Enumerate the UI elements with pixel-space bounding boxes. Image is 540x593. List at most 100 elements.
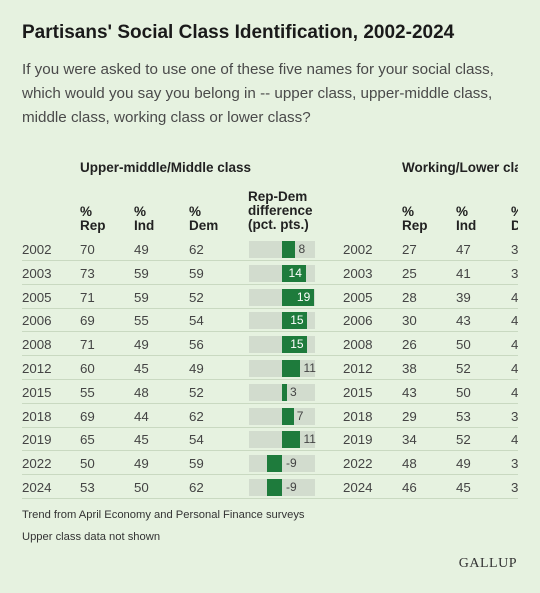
ind-cell-2: 47 — [456, 242, 471, 257]
ind-cell: 59 — [134, 265, 149, 281]
rep-cell-2: 48 — [402, 456, 417, 472]
row-divider — [22, 450, 518, 452]
ind-cell: 55 — [134, 313, 149, 329]
col-head-dem-2-line1: % — [511, 205, 518, 219]
difference-bar — [282, 312, 308, 330]
year-cell: 2002 — [22, 242, 52, 257]
dem-cell-2: 3 — [511, 408, 518, 424]
rep-cell: 69 — [80, 408, 95, 424]
col-head-dem-line2: Dem — [189, 218, 219, 233]
rep-cell: 55 — [80, 384, 95, 400]
rep-cell-2: 26 — [402, 337, 417, 353]
difference-label: 3 — [290, 384, 297, 399]
row-divider — [22, 260, 518, 261]
table-row: 2006 69 55 54 15 2006 30 43 4 — [0, 309, 518, 333]
ind-cell: 44 — [134, 408, 149, 424]
dem-cell-2: 4 — [511, 384, 518, 400]
col-head-ind-2-line1: % — [456, 204, 469, 219]
col-head-rep-2: % Rep — [402, 205, 428, 233]
ind-cell: 45 — [134, 361, 149, 376]
rep-cell-2: 30 — [402, 313, 417, 329]
ind-cell: 50 — [134, 480, 149, 495]
ind-cell-2: 43 — [456, 313, 471, 329]
difference-bar — [282, 241, 296, 258]
rep-cell: 69 — [80, 313, 95, 329]
table-row: 2019 65 45 54 11 2019 34 52 4 — [0, 428, 518, 452]
col-head-rep-line1: % — [80, 204, 93, 219]
dem-cell: 52 — [189, 289, 204, 305]
ind-cell-2: 50 — [456, 337, 471, 353]
table-row: 2005 71 59 52 19 2005 28 39 4 — [0, 286, 518, 309]
row-divider — [22, 355, 518, 357]
ind-cell: 49 — [134, 337, 149, 353]
col-head-diff-line3: (pct. pts.) — [248, 217, 309, 232]
group-header-middle: Upper-middle/Middle class — [80, 160, 252, 175]
col-head-dem: % Dem — [189, 205, 218, 233]
rep-cell-2: 34 — [402, 432, 417, 448]
year-cell: 2003 — [22, 265, 52, 281]
year-cell-2: 2003 — [343, 265, 373, 281]
year-cell: 2024 — [22, 480, 52, 495]
year-cell-2: 2022 — [343, 456, 373, 472]
dem-cell-2: 3 — [511, 242, 518, 257]
col-head-rep: % Rep — [80, 205, 106, 233]
year-cell: 2012 — [22, 361, 52, 376]
difference-bar — [282, 336, 308, 354]
year-cell: 2022 — [22, 456, 52, 472]
year-cell-2: 2006 — [343, 313, 373, 329]
year-cell-2: 2018 — [343, 408, 373, 424]
rep-cell-2: 46 — [402, 480, 417, 495]
dem-cell-2: 4 — [511, 313, 518, 329]
col-head-rep-line2: Rep — [80, 218, 106, 233]
row-divider — [22, 474, 518, 476]
difference-bar — [282, 431, 301, 449]
year-cell: 2015 — [22, 384, 52, 400]
table-row: 2018 69 44 62 7 2018 29 53 3 — [0, 405, 518, 428]
ind-cell: 49 — [134, 456, 149, 472]
rep-cell: 71 — [80, 289, 95, 305]
ind-cell-2: 50 — [456, 384, 471, 400]
difference-label: 7 — [296, 408, 304, 423]
dem-cell-2: 4 — [511, 337, 518, 353]
year-cell-2: 2024 — [343, 480, 373, 495]
gallup-logo: GALLUP — [458, 556, 517, 571]
footnote-upper-class: Upper class data not shown — [22, 531, 161, 543]
difference-track — [249, 479, 315, 496]
group-header-working: Working/Lower class — [402, 160, 518, 175]
row-divider — [22, 331, 518, 333]
difference-label: 8 — [298, 242, 306, 256]
col-head-dem-2: % Dem — [511, 205, 518, 233]
rep-cell: 50 — [80, 456, 95, 472]
difference-label: -9 — [286, 456, 297, 471]
col-head-diff-line2: difference — [248, 203, 313, 218]
col-head-ind-2: % Ind — [456, 205, 476, 233]
col-head-ind-2-line2: Ind — [456, 218, 477, 233]
row-divider — [22, 379, 518, 380]
col-head-dem-line1: % — [189, 204, 202, 219]
rep-cell: 65 — [80, 432, 95, 448]
col-head-diff-line1: Rep-Dem — [248, 189, 308, 204]
ind-cell-2: 53 — [456, 408, 471, 424]
ind-cell-2: 52 — [456, 432, 471, 448]
difference-label: 11 — [303, 361, 316, 375]
year-cell: 2006 — [22, 313, 52, 329]
table-row: 2024 53 50 62 -9 2024 46 45 3 — [0, 476, 518, 499]
dem-cell: 56 — [189, 337, 204, 353]
difference-bar — [282, 360, 301, 377]
difference-label: 19 — [296, 289, 311, 304]
table-clip: Upper-middle/Middle class Working/Lower … — [0, 160, 518, 499]
dem-cell: 62 — [189, 242, 204, 257]
dem-cell-2: 4 — [511, 289, 518, 305]
ind-cell: 49 — [134, 242, 149, 257]
col-head-ind: % Ind — [134, 205, 154, 233]
year-cell: 2008 — [22, 337, 52, 353]
row-divider — [22, 498, 518, 499]
dem-cell-2: 3 — [511, 456, 518, 472]
ind-cell: 59 — [134, 289, 149, 305]
dem-cell-2: 4 — [511, 361, 518, 376]
rep-cell-2: 43 — [402, 384, 417, 400]
difference-label: 15 — [290, 337, 304, 352]
col-head-dem-2-line2: Dem — [511, 218, 518, 233]
dem-cell: 52 — [189, 384, 204, 400]
rep-cell-2: 28 — [402, 289, 417, 305]
